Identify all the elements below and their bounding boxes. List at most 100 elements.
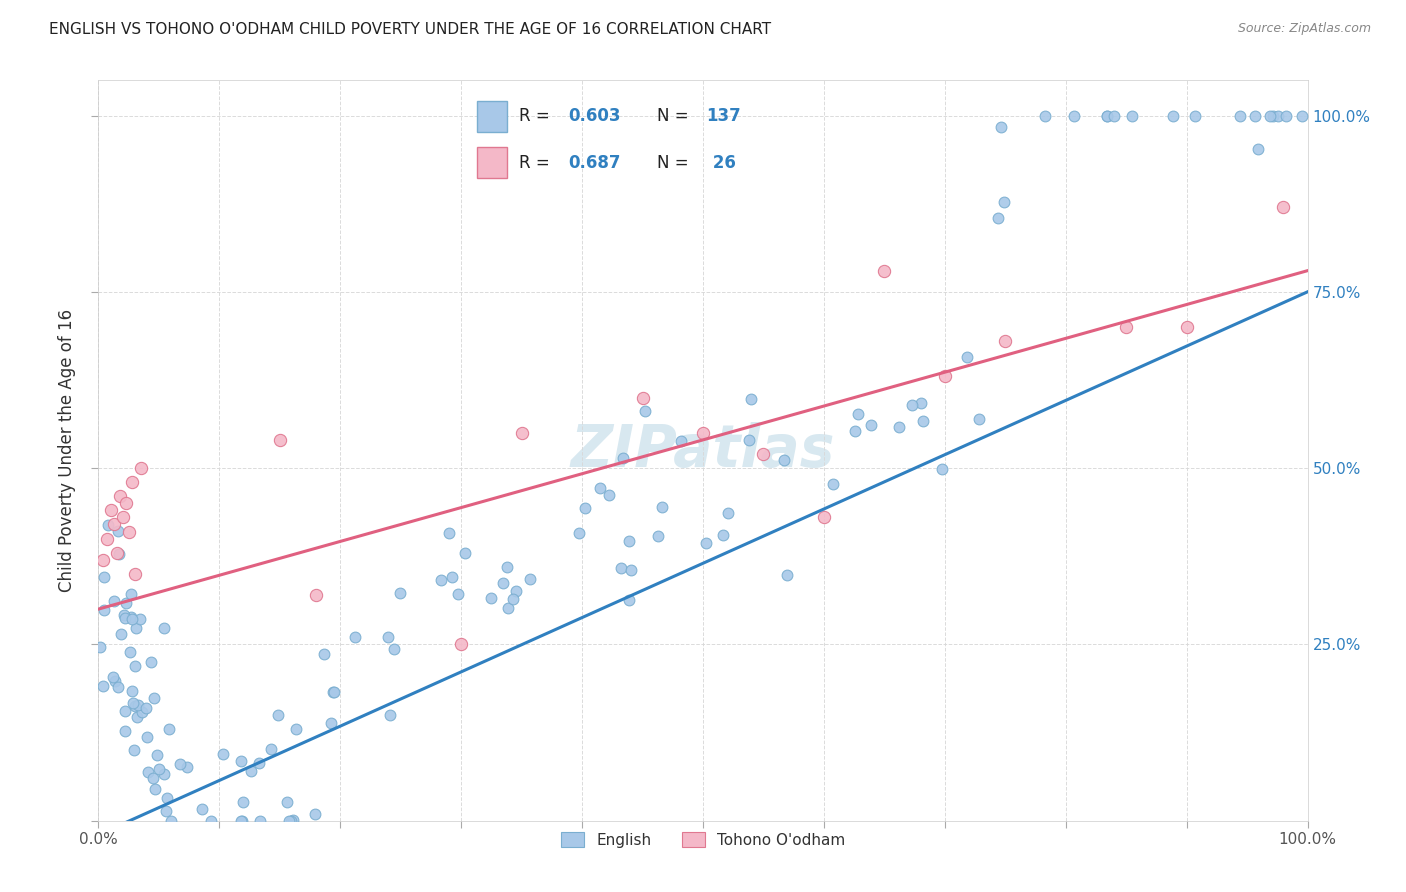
Point [343, 630, 366, 644]
Point [93, 602, 115, 616]
Point [589, 481, 612, 495]
Point [153, 621, 176, 635]
Point [139, 656, 162, 670]
Point [121, 475, 143, 490]
Point [692, 425, 714, 440]
Point [990, 120, 1012, 135]
Point [378, 707, 401, 722]
Point [1274, 109, 1296, 123]
Point [1267, 109, 1289, 123]
Point [200, 814, 222, 828]
Point [260, 741, 283, 756]
Point [115, 597, 138, 611]
Point [492, 576, 515, 591]
Point [740, 392, 762, 407]
Point [496, 559, 519, 574]
Point [323, 685, 346, 699]
Text: ZIPatlas: ZIPatlas [571, 422, 835, 479]
Point [249, 756, 271, 771]
Point [121, 612, 143, 626]
Point [122, 697, 145, 711]
Point [711, 528, 734, 542]
Point [120, 587, 142, 601]
Point [775, 568, 797, 582]
Point [612, 450, 634, 465]
Point [108, 489, 131, 503]
Point [276, 795, 298, 809]
Point [773, 452, 796, 467]
Point [314, 648, 336, 662]
Point [124, 659, 146, 673]
Point [104, 673, 127, 688]
Point [103, 670, 125, 684]
Point [910, 396, 932, 410]
Point [129, 461, 152, 475]
Point [993, 194, 1015, 209]
Point [115, 496, 138, 510]
Point [610, 561, 633, 575]
Point [873, 263, 896, 277]
Point [1258, 109, 1281, 123]
Point [124, 566, 146, 581]
Point [821, 477, 844, 491]
Point [142, 771, 165, 785]
Point [900, 397, 922, 411]
Point [103, 594, 125, 608]
Point [1261, 109, 1284, 123]
Point [107, 524, 129, 539]
Point [1184, 109, 1206, 123]
Point [155, 805, 177, 819]
Point [1229, 109, 1251, 123]
Point [91, 679, 114, 693]
Y-axis label: Child Poverty Under the Age of 16: Child Poverty Under the Age of 16 [58, 309, 76, 592]
Point [987, 211, 1010, 225]
Point [153, 766, 176, 780]
Point [1175, 320, 1198, 334]
Point [967, 412, 990, 426]
Point [859, 418, 882, 433]
Point [277, 814, 299, 828]
Point [285, 722, 308, 736]
Point [1161, 109, 1184, 123]
Point [135, 701, 157, 715]
Point [479, 591, 502, 605]
Point [280, 814, 302, 828]
Point [695, 536, 717, 550]
Text: Source: ZipAtlas.com: Source: ZipAtlas.com [1237, 22, 1371, 36]
Point [844, 424, 866, 438]
Point [598, 488, 620, 502]
Point [1272, 200, 1295, 214]
Point [105, 546, 128, 560]
Point [169, 756, 191, 771]
Point [450, 637, 472, 651]
Point [145, 748, 167, 763]
Point [110, 627, 132, 641]
Point [100, 503, 122, 517]
Point [382, 641, 405, 656]
Point [619, 592, 641, 607]
Point [148, 763, 170, 777]
Point [1063, 109, 1085, 123]
Point [377, 631, 399, 645]
Point [519, 572, 541, 586]
Point [143, 690, 166, 705]
Point [229, 754, 252, 768]
Point [127, 698, 149, 713]
Point [1115, 320, 1137, 334]
Point [96, 532, 118, 546]
Point [322, 684, 344, 698]
Point [249, 814, 271, 828]
Point [114, 723, 136, 738]
Point [752, 447, 775, 461]
Point [91, 553, 114, 567]
Point [496, 601, 519, 615]
Point [889, 420, 911, 434]
Point [1102, 109, 1125, 123]
Point [136, 765, 159, 780]
Point [121, 684, 143, 698]
Point [912, 414, 935, 428]
Point [112, 608, 135, 623]
Point [305, 588, 328, 602]
Point [574, 500, 596, 515]
Point [1121, 109, 1143, 123]
